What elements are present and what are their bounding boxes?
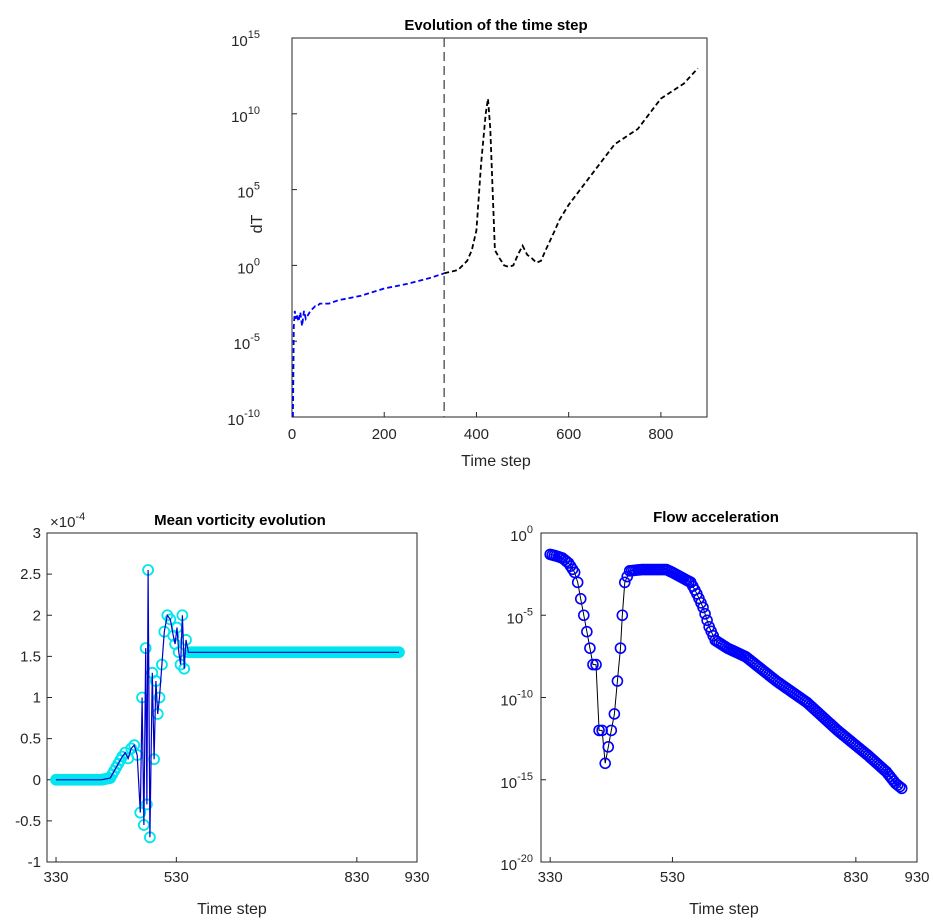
plot2-ytick-label: -1 — [28, 854, 41, 871]
plot2-xtick-label: 330 — [44, 869, 69, 886]
plot3-marker — [605, 724, 618, 737]
plot3-marker — [596, 724, 608, 737]
plot1-xtick-label: 400 — [464, 426, 489, 443]
plot2-ytick-label: 2 — [33, 607, 41, 624]
plot3-marker — [599, 757, 611, 770]
plot3-xtick-label: 530 — [660, 869, 685, 886]
plot3-marker — [584, 642, 596, 654]
plot2-ytick-label: -0.5 — [15, 813, 41, 830]
plot3-marker — [581, 625, 593, 638]
plot1-series-2 — [443, 67, 699, 275]
plot1-area: 0 200 400 600 800 10-10 10-5 100 105 1010 1015 — [227, 29, 708, 443]
plot3-marker — [593, 724, 605, 737]
plot2-ytick-label: 0 — [33, 772, 41, 789]
plot-dt-evolution: Evolution of the time step Time step dT … — [227, 17, 708, 470]
plot1-ytick-label: 1010 — [231, 105, 260, 126]
plot2-title: Mean vorticity evolution — [154, 512, 326, 529]
plot-flow-acceleration: Flow acceleration Time step 330 530 830 930… — [500, 509, 929, 918]
plot3-marker — [608, 708, 621, 720]
plot3-marker — [574, 592, 587, 605]
plot3-marker — [699, 608, 711, 620]
plot1-xlabel: Time step — [461, 453, 531, 470]
plot1-xtick-label: 200 — [372, 426, 397, 443]
plot2-ytick-label: 1 — [33, 690, 41, 707]
plot3-marker — [611, 675, 624, 687]
plot3-marker — [587, 658, 599, 671]
plot3-marker — [616, 609, 629, 622]
plot3-marker — [577, 609, 590, 622]
plot2-axes-box — [46, 532, 418, 863]
plot1-ytick-label: 10-5 — [234, 332, 260, 353]
plot2-ytick-label: 1.5 — [20, 648, 41, 665]
plot3-xtick-label: 830 — [843, 869, 868, 886]
plot-mean-vorticity: Mean vorticity evolution Time step ×10-4… — [15, 511, 429, 918]
plot1-ytick-label: 1015 — [231, 29, 260, 50]
plot3-line — [550, 553, 903, 789]
plot1-xtick-label: 0 — [288, 426, 296, 443]
plot1-ytick-label: 10-10 — [227, 408, 260, 429]
plot2-xtick-label: 930 — [404, 869, 429, 886]
plot1-ytick-label: 100 — [237, 256, 260, 277]
plot3-marker — [618, 576, 631, 589]
plot1-ytick-label: 105 — [237, 181, 260, 202]
plot1-axes-box — [291, 37, 708, 418]
plot3-title: Flow acceleration — [653, 509, 779, 526]
plot2-marker — [125, 742, 138, 755]
plot2-ytick-label: 3 — [33, 525, 41, 542]
plot2-ytick-label: 0.5 — [20, 731, 41, 748]
plot3-area: 330 530 830 930 10-20 10-15 10-10 10-5 100 — [500, 524, 929, 886]
plot3-marker — [893, 780, 906, 793]
plot3-marker — [701, 614, 713, 627]
plot3-marker — [614, 642, 627, 654]
plot2-area: 330 530 830 930 -1 -0.5 0 0.5 1 1.5 2 2.5 3 — [15, 525, 429, 886]
plot3-marker — [697, 601, 709, 614]
plot1-xtick-label: 800 — [648, 426, 673, 443]
plot3-ytick-label: 100 — [510, 524, 533, 545]
plot2-ytick-label: 2.5 — [20, 566, 41, 583]
plot2-line — [56, 569, 399, 838]
plot3-marker — [602, 741, 615, 753]
plot3-xtick-label: 930 — [904, 869, 929, 886]
plot2-exponent: ×10-4 — [50, 511, 85, 531]
plot3-marker — [590, 658, 602, 671]
plot3-ytick-label: 10-20 — [500, 853, 533, 874]
plot3-ytick-label: 10-5 — [507, 606, 533, 627]
plot2-xtick-label: 830 — [344, 869, 369, 886]
plot3-xlabel: Time step — [689, 901, 759, 918]
plot2-xtick-label: 530 — [164, 869, 189, 886]
plot2-xlabel: Time step — [197, 901, 267, 918]
plot1-xtick-label: 600 — [556, 426, 581, 443]
plot3-xtick-label: 330 — [538, 869, 563, 886]
plot1-ylabel: dT — [249, 214, 266, 233]
plot3-ytick-label: 10-15 — [500, 771, 533, 792]
plot1-series-1 — [292, 272, 445, 418]
plot3-marker — [895, 782, 908, 795]
plot3-ytick-label: 10-10 — [500, 689, 533, 710]
plot3-marker — [571, 576, 584, 589]
plot1-title: Evolution of the time step — [404, 17, 587, 34]
plot2-marker — [164, 613, 177, 626]
